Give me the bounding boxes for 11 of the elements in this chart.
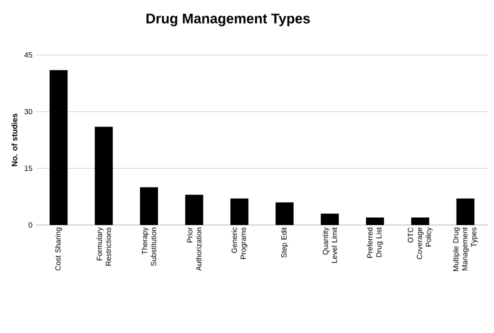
bar bbox=[276, 202, 294, 225]
bar bbox=[50, 70, 68, 225]
bar bbox=[230, 198, 248, 225]
bar bbox=[366, 217, 384, 225]
bar bbox=[94, 126, 113, 225]
bar bbox=[320, 214, 339, 225]
chart-title: Drug Management Types bbox=[146, 14, 310, 26]
bar bbox=[456, 198, 474, 225]
bar bbox=[140, 187, 158, 225]
bar bbox=[411, 217, 430, 225]
bar bbox=[185, 194, 204, 225]
